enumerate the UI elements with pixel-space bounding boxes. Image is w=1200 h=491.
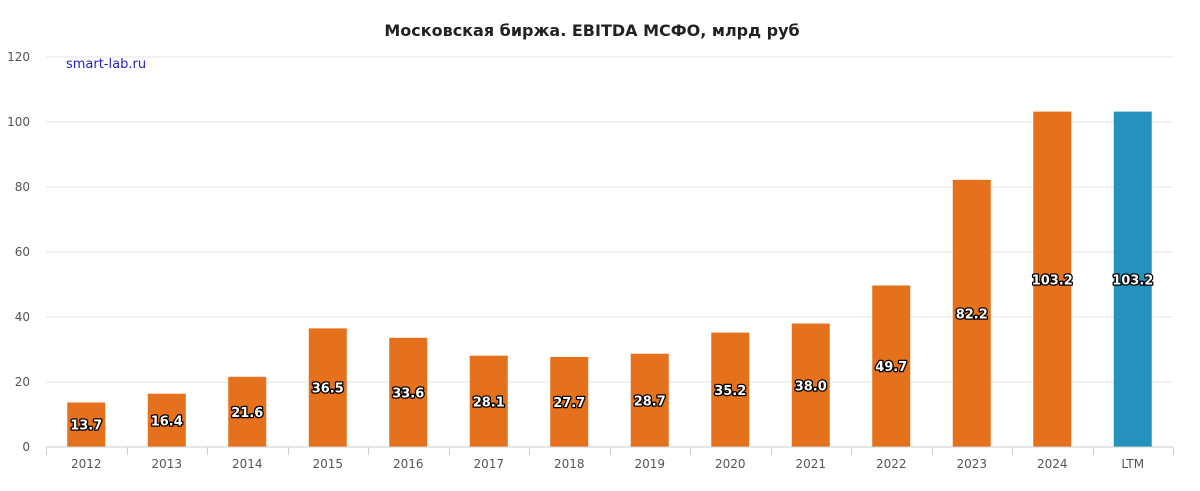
y-tick-label: 0 <box>22 440 30 454</box>
x-tick-label: 2014 <box>232 457 263 471</box>
data-label: 82.2 <box>956 307 988 322</box>
x-tick-label: 2024 <box>1037 457 1068 471</box>
y-tick-label: 100 <box>7 115 30 129</box>
x-tick-label: 2018 <box>554 457 585 471</box>
x-tick-label: 2016 <box>393 457 424 471</box>
data-label: 36.5 <box>312 382 344 397</box>
y-axis-ticks: 0 20 40 60 80 100 120 <box>7 50 30 454</box>
bar-2018 <box>550 356 589 447</box>
bars <box>67 111 1152 447</box>
y-tick-label: 80 <box>15 180 30 194</box>
bar-2015 <box>308 328 347 447</box>
bar-2023 <box>952 179 991 447</box>
data-label: 33.6 <box>392 386 424 401</box>
bar-2012 <box>67 402 106 447</box>
x-tick-label: 2019 <box>634 457 665 471</box>
data-label: 103.2 <box>1112 273 1153 288</box>
x-tick-label: 2012 <box>71 457 102 471</box>
data-label: 16.4 <box>151 414 183 429</box>
watermark: smart-lab.ru <box>66 57 146 72</box>
x-tick-label: 2020 <box>715 457 746 471</box>
x-axis-ticks: 2012 2013 2014 2015 2016 2017 2018 2019 2020 2021… <box>71 457 1144 471</box>
data-label: 21.6 <box>231 406 263 421</box>
bar-2014 <box>228 376 267 447</box>
y-tick-label: 40 <box>15 310 30 324</box>
bar-2016 <box>389 337 428 447</box>
data-label: 103.2 <box>1032 273 1073 288</box>
y-tick-label: 60 <box>15 245 30 259</box>
bar-2013 <box>147 393 186 447</box>
x-tick-label: 2022 <box>876 457 907 471</box>
bar-2022 <box>872 285 911 447</box>
data-labels: 13.7 16.4 21.6 36.5 33.6 28.1 27.7 28.7 35.2 38.0… <box>69 272 1155 435</box>
y-tick-label: 20 <box>15 375 30 389</box>
bar-2017 <box>469 355 508 447</box>
x-tick-label: 2017 <box>473 457 504 471</box>
grid-lines <box>46 56 1173 383</box>
x-tick-label: 2015 <box>312 457 343 471</box>
data-label: 27.7 <box>553 396 585 411</box>
data-label: 28.1 <box>473 395 505 410</box>
x-axis <box>46 446 1174 455</box>
x-tick-label: LTM <box>1121 457 1144 471</box>
bar-ltm <box>1113 111 1152 447</box>
bar-2020 <box>711 332 750 447</box>
x-tick-label: 2021 <box>795 457 826 471</box>
data-label: 28.7 <box>634 394 666 409</box>
y-tick-label: 120 <box>7 50 30 64</box>
data-label: 49.7 <box>875 360 907 375</box>
x-tick-label: 2023 <box>956 457 987 471</box>
bar-2024 <box>1033 111 1072 447</box>
data-label: 38.0 <box>795 379 827 394</box>
chart-title: Московская биржа. EBITDA МСФО, млрд руб <box>384 21 799 40</box>
data-label: 35.2 <box>714 384 746 399</box>
bar-2021 <box>791 323 830 447</box>
bar-2019 <box>630 353 669 447</box>
data-label: 13.7 <box>70 419 102 434</box>
x-tick-label: 2013 <box>151 457 182 471</box>
